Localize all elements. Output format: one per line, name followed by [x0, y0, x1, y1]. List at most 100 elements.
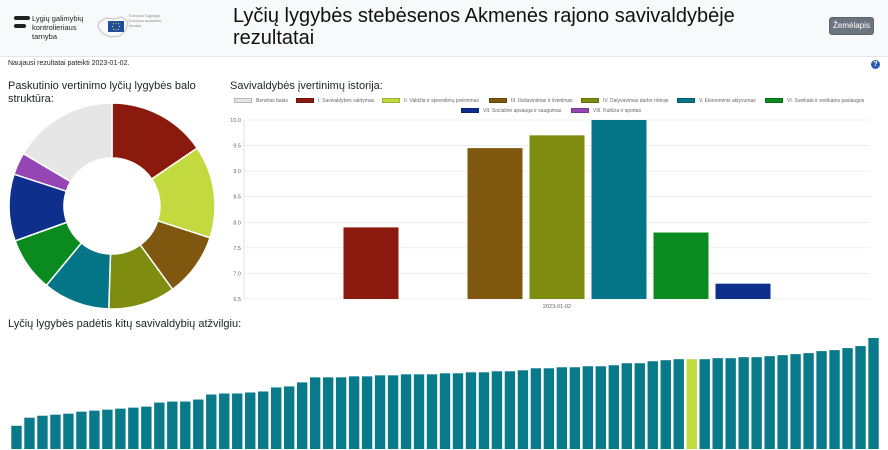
ranking-bar[interactable] — [374, 375, 386, 449]
ranking-bar[interactable] — [439, 373, 451, 449]
history-bar[interactable] — [591, 120, 647, 299]
doughnut-chart[interactable] — [8, 102, 216, 310]
history-bar[interactable] — [529, 135, 585, 299]
ranking-bar[interactable] — [219, 393, 230, 450]
ranking-bar[interactable] — [452, 373, 464, 449]
ranking-bar[interactable] — [868, 338, 879, 449]
ranking-bar[interactable] — [543, 368, 555, 449]
legend-label: IV. Dalyvavimas darbo rinkoje — [603, 97, 669, 104]
ranking-bar[interactable] — [790, 354, 801, 449]
ranking-bar[interactable] — [50, 414, 61, 449]
legend-label: V. Ekonominis aktyvumas — [699, 97, 756, 104]
ranking-bar[interactable] — [621, 363, 632, 449]
y-tick-label: 7.0 — [233, 271, 241, 277]
ranking-bar[interactable] — [283, 386, 295, 449]
ranking-bar[interactable] — [335, 377, 347, 449]
ranking-bar[interactable] — [816, 351, 827, 449]
ranking-bar[interactable] — [777, 355, 788, 449]
ranking-bar[interactable] — [154, 402, 165, 449]
ranking-bar[interactable] — [387, 375, 399, 449]
legend-label: III. Išsilavinimas ir švietimas — [511, 97, 573, 104]
history-bar[interactable] — [653, 232, 709, 299]
history-bar[interactable] — [467, 148, 523, 299]
ranking-bar[interactable] — [634, 363, 645, 449]
ranking-bar[interactable] — [309, 377, 321, 449]
ranking-bar[interactable] — [530, 368, 542, 449]
ranking-bar[interactable] — [673, 359, 684, 449]
ranking-bar[interactable] — [348, 376, 360, 449]
ranking-bar[interactable] — [322, 377, 334, 449]
ranking-bar[interactable] — [842, 348, 853, 449]
ranking-bar[interactable] — [89, 410, 100, 449]
ranking-bar[interactable] — [751, 357, 762, 449]
ranking-bar[interactable] — [258, 391, 269, 449]
ranking-bar[interactable] — [271, 387, 282, 449]
ranking-bar[interactable] — [855, 346, 866, 449]
ranking-bar-highlight[interactable] — [686, 359, 697, 449]
ranking-bar[interactable] — [712, 358, 723, 449]
ranking-bar[interactable] — [738, 357, 749, 449]
ranking-bar[interactable] — [115, 408, 126, 449]
map-button[interactable]: Žemėlapis — [829, 17, 874, 35]
history-bar[interactable] — [343, 227, 399, 299]
ranking-bar[interactable] — [426, 374, 438, 449]
ranking-bar[interactable] — [764, 356, 775, 449]
legend-swatch — [489, 98, 507, 103]
ranking-bar[interactable] — [647, 361, 658, 449]
ranking-bar[interactable] — [478, 372, 490, 449]
ranking-bar[interactable] — [413, 374, 425, 449]
chart-legend: Bendras balas I. Savivaldybės valdymas II.… — [234, 98, 884, 120]
doughnut-section-title: Paskutinio vertinimo lyčių lygybės balo … — [8, 80, 196, 105]
ranking-bar[interactable] — [582, 366, 594, 449]
ranking-bar[interactable] — [180, 401, 191, 449]
y-tick-label: 6.5 — [233, 297, 241, 303]
ranking-bar[interactable] — [37, 415, 48, 449]
history-bar[interactable] — [715, 283, 771, 299]
ranking-bar[interactable] — [361, 376, 373, 449]
ranking-bar[interactable] — [128, 407, 139, 449]
ranking-bar[interactable] — [725, 358, 736, 449]
history-bar-chart[interactable]: 6.5 7.0 7.5 8.0 8.5 9.0 9.5 10.0 2023-01-02 — [230, 114, 872, 314]
page-title: Lyčių lygybės stebėsenos Akmenės rajono … — [233, 5, 735, 49]
ranking-section-title: Lyčių lygybės padėtis kitų savivaldybių … — [8, 318, 242, 330]
ranking-bar[interactable] — [245, 392, 256, 449]
ranking-bar-chart[interactable] — [10, 336, 880, 450]
ranking-bar[interactable] — [167, 401, 178, 449]
ranking-bar[interactable] — [11, 425, 22, 449]
ranking-bar[interactable] — [76, 411, 87, 449]
ranking-bar[interactable] — [400, 374, 412, 449]
ranking-bar[interactable] — [491, 371, 503, 449]
y-tick-label: 10.0 — [230, 118, 241, 124]
ranking-bar[interactable] — [595, 366, 607, 449]
question-circle-icon[interactable]: ? — [871, 60, 880, 69]
ranking-bar[interactable] — [660, 360, 671, 449]
ranking-bar[interactable] — [803, 353, 814, 449]
legend-swatch — [571, 108, 589, 113]
ranking-bar[interactable] — [193, 399, 204, 449]
ranking-bar[interactable] — [829, 350, 840, 449]
ranking-bar[interactable] — [232, 393, 243, 450]
doughnut-slice[interactable] — [22, 102, 113, 183]
legend-label: II. Valdžia ir sprendimų priėmimas — [404, 97, 479, 104]
ranking-bar[interactable] — [699, 359, 710, 449]
ranking-bar[interactable] — [296, 382, 308, 449]
ranking-bar[interactable] — [24, 417, 35, 449]
ranking-bar[interactable] — [504, 371, 516, 449]
legend-swatch — [581, 98, 599, 103]
ranking-bar[interactable] — [608, 365, 619, 449]
eu-flag-icon — [108, 21, 124, 32]
legend-label: VI. Sveikata ir sveikatos paslaugos — [787, 97, 865, 104]
ranking-bar[interactable] — [63, 413, 74, 449]
y-tick-label: 8.0 — [233, 220, 241, 226]
ranking-bar[interactable] — [517, 370, 529, 449]
ranking-bar[interactable] — [141, 406, 152, 449]
ranking-bar[interactable] — [206, 394, 217, 449]
ranking-bar[interactable] — [465, 372, 477, 449]
ranking-bar[interactable] — [102, 409, 113, 449]
legend-label: VII. Socialinė apsauga ir saugumas — [483, 107, 562, 114]
lithuania-map-icon — [97, 16, 129, 38]
logo[interactable]: Lygių galimybių kontrolieriaus tarnyba E… — [10, 10, 180, 46]
history-section-title: Savivaldybės įvertinimų istorija: — [230, 80, 383, 92]
ranking-bar[interactable] — [556, 367, 568, 449]
ranking-bar[interactable] — [569, 367, 581, 449]
